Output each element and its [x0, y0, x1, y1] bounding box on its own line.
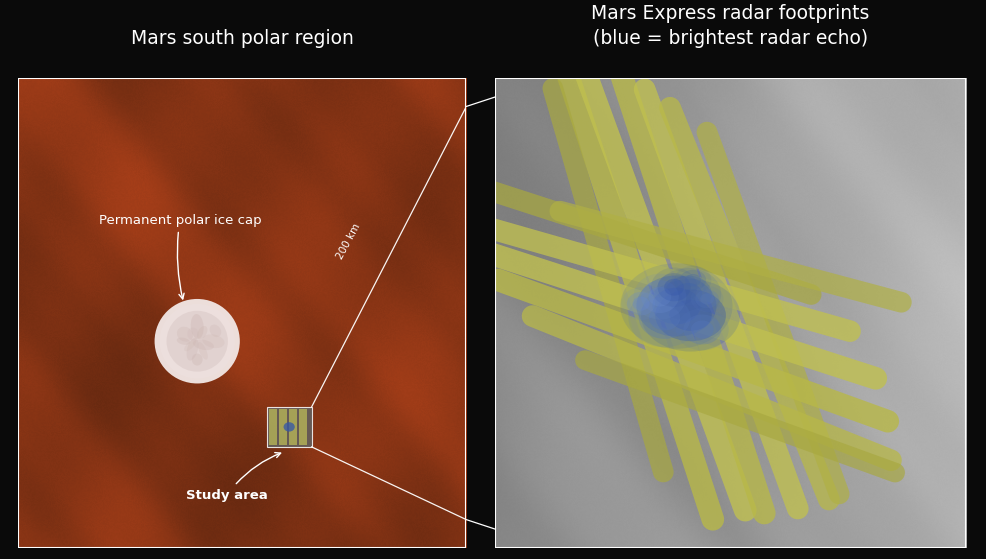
- Ellipse shape: [160, 304, 235, 378]
- Ellipse shape: [656, 268, 721, 320]
- Ellipse shape: [653, 288, 700, 324]
- Ellipse shape: [176, 338, 190, 345]
- Ellipse shape: [700, 293, 714, 305]
- Ellipse shape: [674, 283, 702, 306]
- Ellipse shape: [665, 279, 684, 296]
- Ellipse shape: [669, 300, 712, 331]
- Polygon shape: [575, 350, 905, 482]
- Ellipse shape: [176, 326, 193, 342]
- Ellipse shape: [202, 334, 225, 348]
- Text: Study area: Study area: [186, 453, 281, 501]
- Text: Permanent polar ice cap: Permanent polar ice cap: [99, 214, 261, 299]
- Ellipse shape: [649, 287, 671, 306]
- Polygon shape: [660, 97, 840, 510]
- Ellipse shape: [641, 280, 740, 352]
- Ellipse shape: [210, 325, 221, 337]
- Ellipse shape: [193, 339, 214, 350]
- Ellipse shape: [674, 266, 711, 295]
- Polygon shape: [573, 58, 756, 522]
- Ellipse shape: [636, 276, 717, 337]
- Text: 200 km: 200 km: [335, 222, 362, 262]
- Ellipse shape: [691, 320, 714, 339]
- Text: Mars south polar region: Mars south polar region: [130, 29, 354, 48]
- Polygon shape: [487, 269, 899, 433]
- Ellipse shape: [628, 288, 701, 347]
- Ellipse shape: [656, 290, 726, 341]
- Ellipse shape: [284, 422, 295, 432]
- Polygon shape: [634, 79, 809, 519]
- Polygon shape: [697, 122, 850, 504]
- Ellipse shape: [649, 305, 680, 330]
- Ellipse shape: [155, 299, 240, 383]
- Ellipse shape: [639, 297, 690, 339]
- Ellipse shape: [641, 280, 678, 313]
- Polygon shape: [461, 236, 887, 390]
- Ellipse shape: [683, 315, 721, 344]
- Ellipse shape: [167, 311, 228, 372]
- Bar: [300, 409, 307, 444]
- Ellipse shape: [634, 273, 686, 320]
- Ellipse shape: [197, 326, 207, 339]
- Ellipse shape: [665, 276, 712, 313]
- Bar: [269, 409, 276, 444]
- Ellipse shape: [651, 268, 697, 307]
- Ellipse shape: [633, 297, 650, 311]
- Ellipse shape: [187, 328, 199, 340]
- Bar: [267, 407, 312, 447]
- Ellipse shape: [658, 273, 690, 301]
- Ellipse shape: [627, 292, 656, 315]
- Text: Mars Express radar footprints
(blue = brightest radar echo): Mars Express radar footprints (blue = br…: [592, 4, 870, 48]
- Ellipse shape: [685, 274, 701, 286]
- Polygon shape: [610, 64, 776, 524]
- Ellipse shape: [620, 263, 733, 349]
- Ellipse shape: [186, 338, 198, 361]
- Polygon shape: [450, 209, 861, 342]
- Ellipse shape: [679, 270, 706, 291]
- Ellipse shape: [198, 342, 208, 359]
- Ellipse shape: [192, 353, 202, 366]
- Ellipse shape: [695, 290, 719, 309]
- Polygon shape: [542, 78, 673, 482]
- Ellipse shape: [190, 314, 204, 339]
- Bar: [279, 409, 287, 444]
- Ellipse shape: [676, 309, 729, 350]
- Ellipse shape: [621, 287, 661, 320]
- Polygon shape: [522, 305, 902, 471]
- Polygon shape: [452, 171, 821, 305]
- Polygon shape: [548, 39, 724, 530]
- Ellipse shape: [184, 339, 196, 351]
- Bar: [289, 409, 297, 444]
- Ellipse shape: [690, 286, 724, 312]
- Polygon shape: [549, 201, 912, 312]
